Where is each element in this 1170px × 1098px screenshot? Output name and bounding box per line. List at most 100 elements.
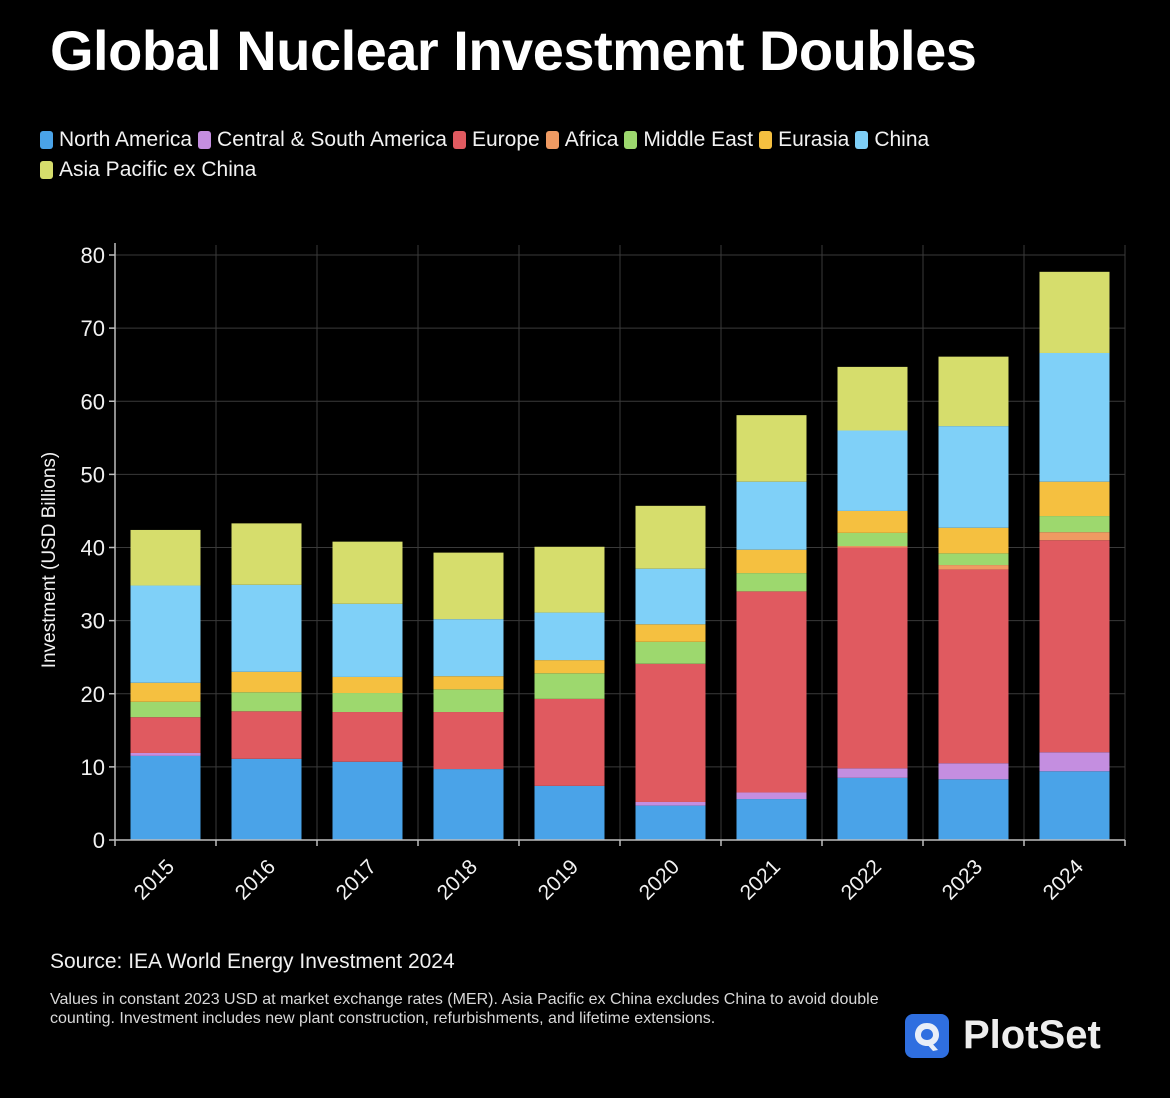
bar-segment-middle-east xyxy=(332,693,403,713)
y-tick-label: 80 xyxy=(81,243,105,268)
bar-segment-africa xyxy=(1039,532,1110,541)
bar-segment-europe xyxy=(534,698,605,786)
legend-item-middle-east: Middle East xyxy=(624,128,753,152)
bar-segment-china xyxy=(433,619,504,677)
y-tick-label: 10 xyxy=(81,755,105,780)
legend-swatch xyxy=(198,131,212,149)
bar-stack-2021 xyxy=(736,415,807,840)
bar-segment-north-america xyxy=(938,779,1009,840)
bar-segment-north-america xyxy=(1039,771,1110,840)
bar-segment-europe xyxy=(635,663,706,802)
legend-swatch xyxy=(624,131,638,149)
bar-segment-china xyxy=(130,585,201,683)
legend-item-eurasia: Eurasia xyxy=(759,128,849,152)
bar-segment-central-south-america xyxy=(837,768,908,778)
bar-segment-china xyxy=(736,481,807,550)
bar-stack-2019 xyxy=(534,546,605,840)
legend-label: Central & South America xyxy=(217,128,447,151)
bar-segment-asia-pacific-ex-china xyxy=(332,541,403,604)
plotset-logo-icon xyxy=(905,1013,949,1058)
x-tick-label: 2018 xyxy=(433,855,482,904)
bar-segment-europe xyxy=(938,569,1009,764)
grid xyxy=(115,245,1126,840)
x-tick-label: 2016 xyxy=(231,855,280,904)
legend-swatch xyxy=(40,131,53,149)
bar-segment-europe xyxy=(1039,540,1110,753)
legend-swatch xyxy=(545,131,559,149)
legend-item-china: China xyxy=(855,128,929,152)
y-tick-labels: 0 10 20 30 40 50 60 70 80 xyxy=(81,243,105,853)
bar-segment-middle-east xyxy=(837,532,908,547)
legend-label: China xyxy=(874,128,930,151)
bar-segment-china xyxy=(938,426,1009,528)
bar-segment-asia-pacific-ex-china xyxy=(231,523,302,585)
bar-segment-china xyxy=(837,430,908,511)
bar-stack-2023 xyxy=(938,356,1009,840)
bar-segment-europe xyxy=(736,591,807,793)
bar-segment-europe xyxy=(433,712,504,770)
bar-segment-europe xyxy=(837,547,908,769)
bar-segment-china xyxy=(231,584,302,672)
x-tick-label: 2024 xyxy=(1039,855,1089,905)
bar-segment-asia-pacific-ex-china xyxy=(130,529,201,586)
bar-segment-asia-pacific-ex-china xyxy=(1039,271,1110,353)
bar-segment-asia-pacific-ex-china xyxy=(433,552,504,620)
axes xyxy=(109,243,1126,846)
bar-segment-africa xyxy=(938,565,1009,570)
chart-title: Global Nuclear Investment Doubles xyxy=(50,19,977,82)
bar-segment-china xyxy=(1039,352,1110,482)
bar-segment-central-south-america xyxy=(130,752,201,756)
bar-segment-china xyxy=(534,612,605,661)
bar-segment-eurasia xyxy=(837,510,908,533)
bar-segment-central-south-america xyxy=(1039,752,1110,772)
bar-segment-eurasia xyxy=(332,676,403,694)
legend-item-north-america: North America xyxy=(40,128,192,152)
bar-segment-asia-pacific-ex-china xyxy=(736,415,807,482)
bar-segment-asia-pacific-ex-china xyxy=(635,505,706,569)
bar-segment-north-america xyxy=(130,755,201,840)
legend-label: Europe xyxy=(472,128,540,151)
y-tick-label: 0 xyxy=(93,828,105,853)
legend-label: Middle East xyxy=(643,128,754,151)
legend-item-asia-pacific-ex-china: Asia Pacific ex China xyxy=(40,158,256,182)
bar-segment-europe xyxy=(231,711,302,759)
brand: PlotSet xyxy=(905,1013,1101,1058)
bar-segment-north-america xyxy=(837,777,908,840)
bar-segment-eurasia xyxy=(534,660,605,674)
bar-segment-north-america xyxy=(231,758,302,840)
bar-segment-central-south-america xyxy=(938,763,1009,780)
y-tick-label: 70 xyxy=(81,316,105,341)
brand-name: PlotSet xyxy=(963,1013,1101,1057)
bar-segment-middle-east xyxy=(938,553,1009,566)
bar-segment-middle-east xyxy=(231,692,302,712)
bar-segment-europe xyxy=(130,717,201,753)
y-axis-label: Investment (USD Billions) xyxy=(39,452,60,668)
legend-swatch xyxy=(855,131,869,149)
y-tick-label: 20 xyxy=(81,682,105,707)
bar-segment-eurasia xyxy=(130,682,201,702)
legend-label: Africa xyxy=(564,128,619,151)
legend-item-central-south-america: Central & South America xyxy=(198,128,447,152)
bar-segment-central-south-america xyxy=(635,801,706,806)
x-tick-labels: 2015 2016 2017 2018 2019 2020 2021 2022 2023 2024 xyxy=(130,855,1089,905)
x-tick-label: 2019 xyxy=(534,855,583,904)
bar-segment-central-south-america xyxy=(736,792,807,800)
bar-segment-north-america xyxy=(635,805,706,840)
bars xyxy=(130,271,1110,840)
legend-label: Eurasia xyxy=(778,128,850,151)
legend-swatch xyxy=(759,131,773,149)
bar-segment-north-america xyxy=(433,769,504,840)
x-tick-label: 2021 xyxy=(736,855,785,904)
bar-segment-eurasia xyxy=(635,624,706,642)
legend-item-africa: Africa xyxy=(545,128,619,152)
bar-segment-middle-east xyxy=(534,673,605,699)
bar-stack-2024 xyxy=(1039,271,1110,840)
bar-segment-middle-east xyxy=(433,689,504,713)
source-text: Source: IEA World Energy Investment 2024 xyxy=(50,950,455,973)
y-tick-label: 50 xyxy=(81,462,105,487)
bar-segment-china xyxy=(332,603,403,677)
legend: North America Central & South America Eu… xyxy=(40,128,1040,182)
bar-segment-middle-east xyxy=(635,641,706,664)
legend-swatch xyxy=(453,131,466,149)
